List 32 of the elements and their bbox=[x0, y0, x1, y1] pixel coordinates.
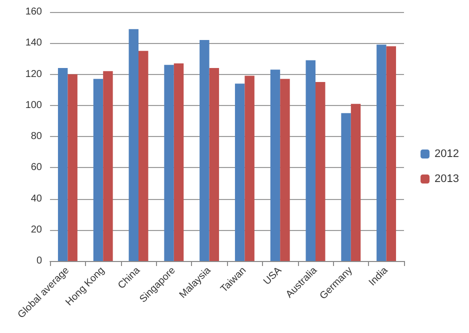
bar bbox=[93, 78, 104, 261]
bar bbox=[341, 113, 351, 261]
bar bbox=[376, 44, 386, 261]
y-tick-label: 40 bbox=[30, 193, 42, 204]
bar bbox=[138, 50, 148, 261]
bar bbox=[350, 104, 361, 261]
bar bbox=[128, 29, 138, 261]
bar bbox=[244, 76, 254, 261]
y-tick-label: 160 bbox=[25, 6, 42, 18]
y-tick-label: 60 bbox=[30, 162, 42, 174]
bar bbox=[209, 68, 220, 261]
bar bbox=[234, 84, 245, 261]
y-tick-label: 120 bbox=[25, 68, 42, 80]
bar bbox=[306, 60, 316, 261]
y-tick-label: 100 bbox=[25, 100, 42, 111]
bar bbox=[200, 40, 210, 261]
y-tick-label: 20 bbox=[30, 224, 42, 236]
bar bbox=[280, 78, 290, 261]
bar bbox=[68, 74, 78, 261]
bar bbox=[103, 71, 113, 261]
bar bbox=[58, 68, 68, 261]
bar bbox=[386, 46, 396, 261]
legend-label: 2013 bbox=[434, 173, 460, 185]
bar bbox=[270, 70, 280, 261]
legend-label: 2012 bbox=[434, 148, 460, 160]
y-tick-label: 140 bbox=[25, 38, 42, 49]
y-tick-label: 0 bbox=[36, 256, 42, 266]
x-tick-label: USA bbox=[262, 264, 284, 288]
bar bbox=[174, 63, 184, 261]
bar bbox=[316, 82, 326, 261]
bar bbox=[164, 64, 174, 261]
y-tick-label: 80 bbox=[30, 131, 42, 142]
